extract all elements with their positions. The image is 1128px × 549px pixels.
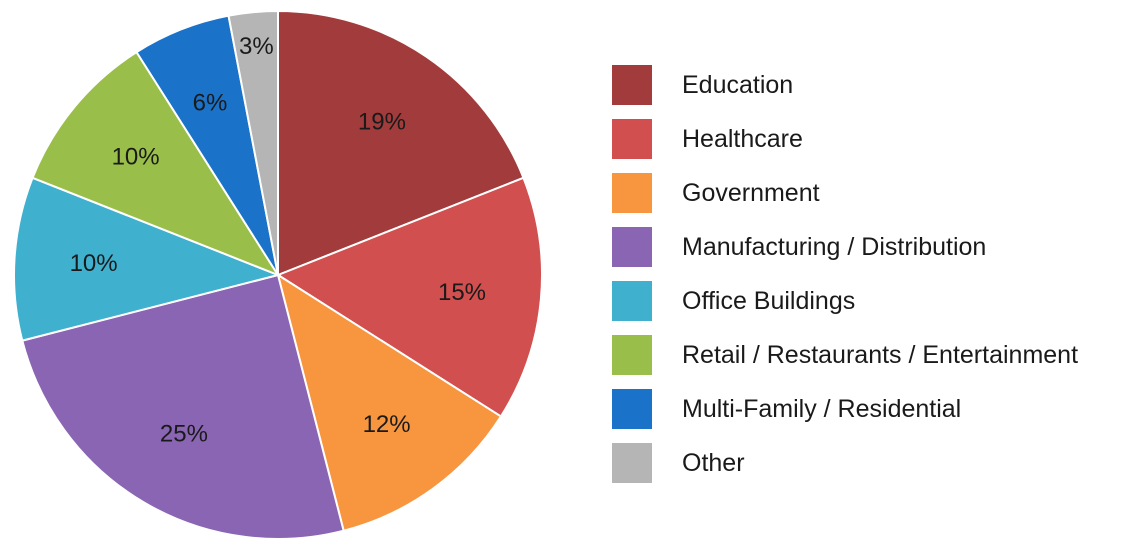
legend-label: Healthcare	[682, 124, 803, 153]
slice-label-multi-family-residential: 6%	[193, 90, 228, 117]
legend-label: Government	[682, 178, 820, 207]
legend-swatch	[612, 227, 652, 267]
pie-slice-retail-restaurants-entertainment	[31, 50, 281, 278]
slice-label-education: 19%	[358, 109, 406, 136]
legend-item-education: Education	[612, 58, 1078, 112]
legend-label: Office Buildings	[682, 286, 856, 315]
legend-swatch	[612, 443, 652, 483]
legend-swatch	[612, 389, 652, 429]
legend-swatch	[612, 119, 652, 159]
slice-label-retail-restaurants-entertainment: 10%	[112, 144, 160, 171]
legend-item-office-buildings: Office Buildings	[612, 274, 1078, 328]
legend-label: Manufacturing / Distribution	[682, 232, 987, 261]
slice-label-other: 3%	[239, 33, 274, 60]
legend-item-government: Government	[612, 166, 1078, 220]
legend-item-retail-restaurants-entertainment: Retail / Restaurants / Entertainment	[612, 328, 1078, 382]
legend-swatch	[612, 335, 652, 375]
chart-legend: Education Healthcare Government Manufacturi…	[612, 58, 1078, 490]
legend-swatch	[612, 281, 652, 321]
legend-item-multi-family-residential: Multi-Family / Residential	[612, 382, 1078, 436]
legend-label: Other	[682, 448, 745, 477]
legend-item-manufacturing-distribution: Manufacturing / Distribution	[612, 220, 1078, 274]
pie-slice-government	[276, 272, 503, 532]
slice-label-manufacturing-distribution: 25%	[160, 421, 208, 448]
legend-swatch	[612, 173, 652, 213]
pie-slice-other	[227, 9, 279, 276]
slice-label-office-buildings: 10%	[70, 250, 118, 277]
pie-slice-manufacturing-distribution	[21, 273, 345, 541]
pie-slice-office-buildings	[13, 176, 282, 342]
pie-chart: 19% 15% 12% 25% 10% 10% 6% 3%	[13, 9, 543, 541]
pie-slice-education	[277, 9, 525, 277]
slice-label-healthcare: 15%	[438, 279, 486, 306]
pie-slice-healthcare	[275, 176, 543, 418]
legend-label: Retail / Restaurants / Entertainment	[682, 340, 1079, 369]
slice-label-government: 12%	[363, 411, 411, 438]
legend-label: Multi-Family / Residential	[682, 394, 962, 423]
legend-label: Education	[682, 70, 794, 99]
legend-swatch	[612, 65, 652, 105]
legend-item-other: Other	[612, 436, 1078, 490]
legend-item-healthcare: Healthcare	[612, 112, 1078, 166]
